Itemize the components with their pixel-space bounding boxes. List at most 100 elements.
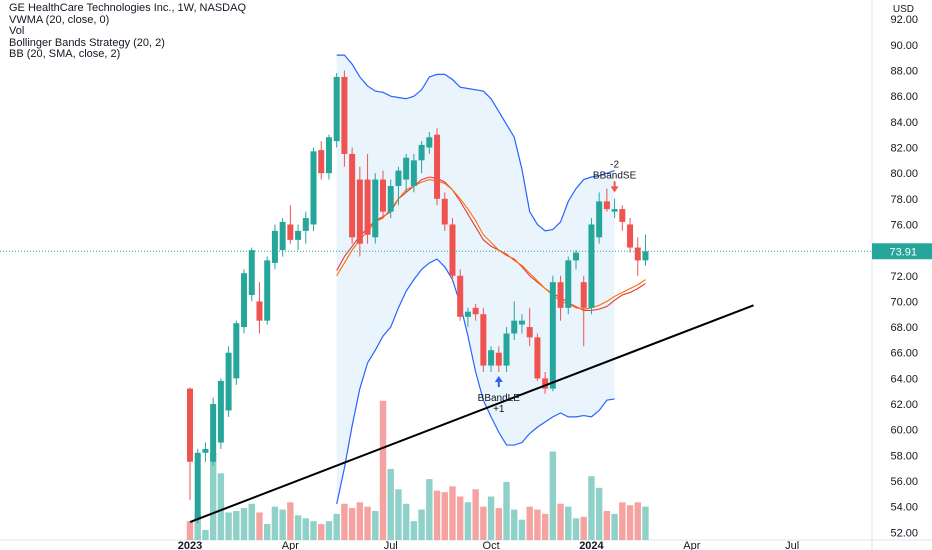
- volume-bar[interactable]: [264, 524, 271, 540]
- volume-bar[interactable]: [387, 468, 394, 540]
- candle-body[interactable]: [202, 448, 209, 453]
- candle-body[interactable]: [295, 230, 302, 240]
- volume-bar[interactable]: [302, 518, 309, 540]
- volume-bar[interactable]: [503, 482, 510, 540]
- bb-upper-line[interactable]: [336, 54, 615, 232]
- volume-bar[interactable]: [256, 512, 263, 540]
- volume-bar[interactable]: [310, 521, 317, 540]
- current-price-badge[interactable]: [872, 243, 932, 260]
- candle-body[interactable]: [472, 307, 479, 315]
- candle-body[interactable]: [511, 320, 518, 334]
- legend-bb[interactable]: BB (20, SMA, close, 2): [9, 48, 121, 60]
- candle-body[interactable]: [580, 282, 587, 308]
- candle-body[interactable]: [217, 380, 224, 443]
- volume-bar[interactable]: [433, 490, 441, 540]
- candle-body[interactable]: [403, 157, 410, 180]
- volume-bar[interactable]: [356, 502, 364, 540]
- volume-bar[interactable]: [287, 502, 294, 540]
- candle-body[interactable]: [565, 260, 572, 308]
- volume-bar[interactable]: [441, 492, 448, 540]
- short-entry-arrow-icon[interactable]: [610, 181, 619, 193]
- candle-body[interactable]: [395, 170, 402, 186]
- candle-body[interactable]: [449, 224, 456, 276]
- candle-body[interactable]: [325, 137, 332, 174]
- volume-bar[interactable]: [333, 513, 340, 540]
- volume-bar[interactable]: [541, 513, 549, 540]
- candle-body[interactable]: [634, 247, 641, 261]
- volume-bar[interactable]: [549, 451, 557, 540]
- volume-bar[interactable]: [565, 506, 572, 540]
- candle-body[interactable]: [526, 327, 533, 338]
- candle-body[interactable]: [333, 76, 340, 142]
- volume-bar[interactable]: [603, 511, 611, 540]
- candle-body[interactable]: [241, 273, 248, 328]
- candle-body[interactable]: [194, 452, 201, 520]
- candle-body[interactable]: [341, 76, 348, 154]
- volume-bar[interactable]: [526, 506, 533, 540]
- candle-body[interactable]: [264, 260, 271, 321]
- volume-bar[interactable]: [402, 503, 410, 540]
- candle-body[interactable]: [210, 404, 217, 462]
- volume-bar[interactable]: [379, 400, 387, 540]
- legend-vwma[interactable]: VWMA (20, close, 0): [9, 13, 110, 26]
- candle-body[interactable]: [503, 333, 510, 366]
- volume-bar[interactable]: [449, 486, 456, 540]
- candle-body[interactable]: [464, 311, 471, 317]
- volume-bar[interactable]: [341, 503, 348, 540]
- candle-body[interactable]: [480, 314, 487, 366]
- candle-body[interactable]: [495, 352, 502, 366]
- candle-body[interactable]: [434, 134, 441, 199]
- volume-bar[interactable]: [418, 509, 425, 540]
- candle-body[interactable]: [426, 137, 433, 148]
- volume-bar[interactable]: [325, 521, 333, 540]
- legend-strategy[interactable]: Bollinger Bands Strategy (20, 2): [9, 36, 165, 49]
- volume-bar[interactable]: [209, 453, 217, 540]
- volume-bar[interactable]: [457, 496, 464, 541]
- candle-body[interactable]: [619, 209, 626, 222]
- candle-body[interactable]: [387, 185, 394, 212]
- candle-body[interactable]: [356, 179, 363, 244]
- volume-bar[interactable]: [511, 509, 518, 540]
- currency-label[interactable]: USD: [892, 4, 914, 15]
- candle-body[interactable]: [418, 144, 425, 161]
- volume-bar[interactable]: [572, 518, 580, 540]
- volume-bar[interactable]: [186, 521, 194, 540]
- candle-body[interactable]: [611, 209, 618, 212]
- volume-bar[interactable]: [372, 511, 379, 540]
- candle-body[interactable]: [287, 224, 294, 240]
- volume-bar[interactable]: [580, 516, 587, 540]
- volume-bar[interactable]: [626, 505, 634, 540]
- candle-body[interactable]: [372, 179, 379, 238]
- volume-bar[interactable]: [202, 529, 209, 540]
- volume-bar[interactable]: [642, 506, 649, 540]
- volume-bar[interactable]: [294, 515, 302, 540]
- candle-body[interactable]: [364, 179, 371, 235]
- volume-bar[interactable]: [410, 521, 418, 540]
- volume-bar[interactable]: [480, 506, 487, 540]
- volume-bar[interactable]: [318, 524, 325, 540]
- volume-bar[interactable]: [240, 508, 248, 540]
- volume-bar[interactable]: [217, 473, 225, 540]
- volume-bar[interactable]: [395, 489, 402, 540]
- volume-bar[interactable]: [271, 506, 279, 540]
- volume-bar[interactable]: [588, 476, 595, 540]
- candle-body[interactable]: [518, 320, 525, 325]
- candle-body[interactable]: [233, 323, 240, 379]
- legend-vol[interactable]: Vol: [9, 25, 25, 37]
- volume-bar[interactable]: [464, 502, 472, 540]
- candle-body[interactable]: [187, 388, 193, 462]
- volume-bar[interactable]: [279, 509, 286, 540]
- volume-bar[interactable]: [225, 512, 232, 540]
- candle-body[interactable]: [302, 218, 309, 231]
- candle-body[interactable]: [225, 352, 232, 411]
- candle-body[interactable]: [603, 201, 610, 210]
- candle-body[interactable]: [441, 198, 448, 225]
- candle-body[interactable]: [310, 151, 317, 225]
- candle-body[interactable]: [279, 221, 286, 251]
- candle-body[interactable]: [380, 179, 386, 212]
- bb-basis-line[interactable]: [336, 176, 646, 311]
- candle-body[interactable]: [457, 275, 464, 317]
- volume-bar[interactable]: [611, 513, 618, 540]
- candle-body[interactable]: [248, 250, 255, 296]
